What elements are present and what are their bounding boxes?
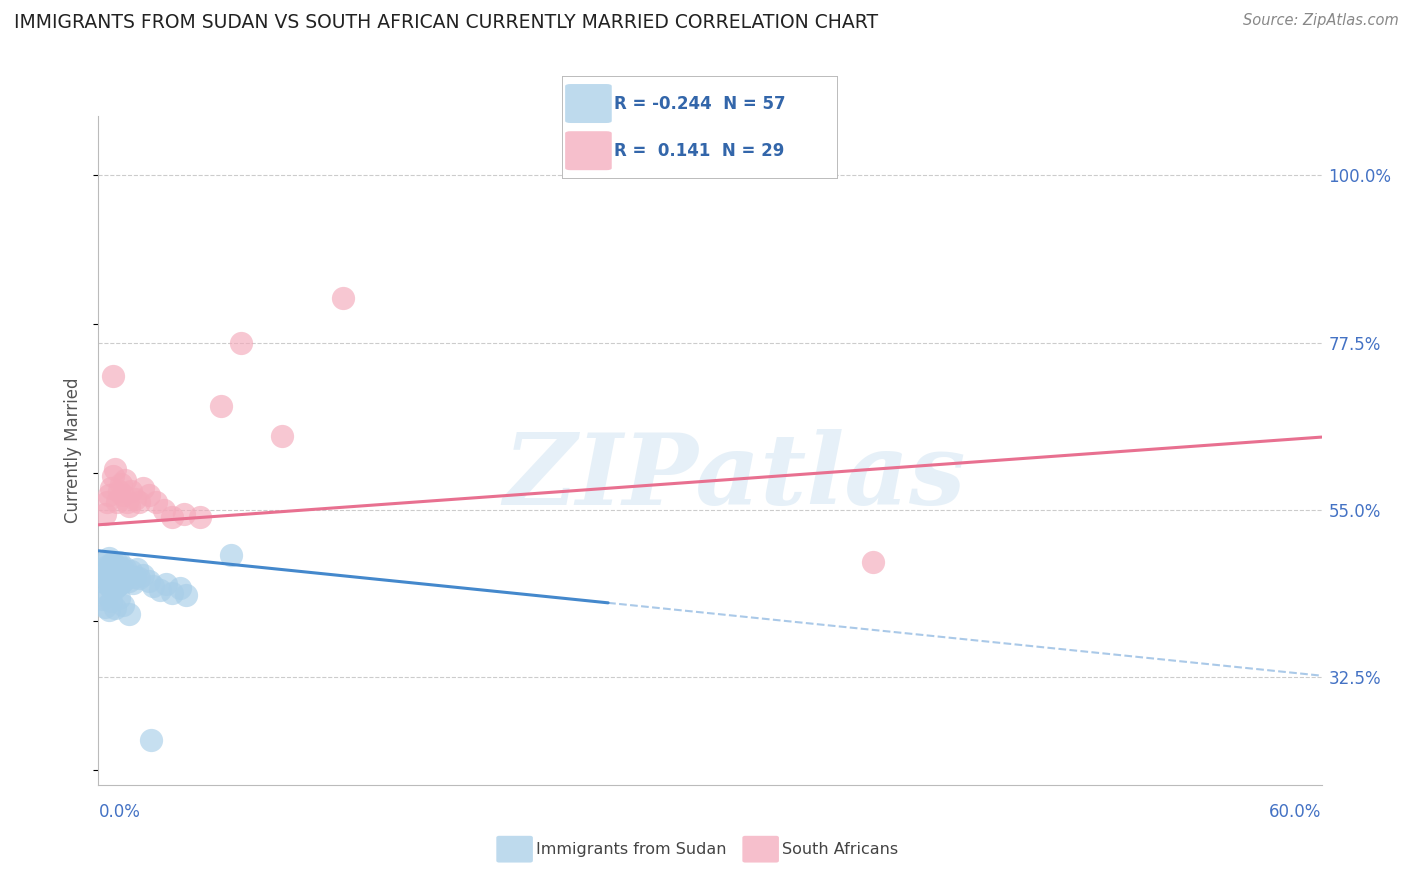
Point bbox=[138, 488, 160, 502]
Point bbox=[155, 577, 177, 591]
Point bbox=[124, 491, 146, 506]
Point bbox=[110, 477, 132, 491]
Point bbox=[91, 592, 114, 607]
Point bbox=[101, 369, 124, 384]
Point bbox=[100, 593, 122, 607]
Point bbox=[231, 335, 253, 350]
Point bbox=[152, 503, 174, 517]
Point bbox=[160, 586, 183, 600]
Point bbox=[132, 481, 155, 495]
Point bbox=[97, 574, 120, 588]
Point bbox=[93, 555, 115, 569]
Point bbox=[132, 568, 155, 582]
Point bbox=[108, 577, 131, 591]
Point bbox=[115, 568, 138, 582]
Point bbox=[97, 551, 120, 566]
Point bbox=[174, 589, 197, 603]
Point bbox=[97, 488, 120, 502]
FancyBboxPatch shape bbox=[565, 84, 612, 123]
Text: South Africans: South Africans bbox=[782, 842, 898, 856]
Text: Source: ZipAtlas.com: Source: ZipAtlas.com bbox=[1243, 13, 1399, 29]
Text: R = -0.244  N = 57: R = -0.244 N = 57 bbox=[614, 95, 786, 112]
Point bbox=[219, 548, 242, 562]
Point bbox=[91, 574, 114, 588]
Point bbox=[100, 581, 122, 595]
Point bbox=[111, 488, 134, 502]
Point bbox=[173, 507, 195, 521]
Point bbox=[145, 495, 167, 509]
Point bbox=[142, 579, 165, 593]
Point bbox=[100, 570, 122, 584]
Point bbox=[169, 581, 191, 595]
Point bbox=[149, 583, 172, 598]
Text: 0.0%: 0.0% bbox=[98, 803, 141, 821]
Point bbox=[96, 566, 118, 581]
Point bbox=[96, 589, 118, 603]
Point bbox=[118, 574, 141, 588]
Point bbox=[120, 484, 142, 499]
Point bbox=[108, 555, 131, 569]
Text: ZIPatlas: ZIPatlas bbox=[503, 429, 966, 525]
Point bbox=[105, 568, 128, 582]
Point bbox=[108, 484, 131, 499]
Point bbox=[108, 566, 131, 581]
FancyBboxPatch shape bbox=[565, 131, 612, 170]
Text: Immigrants from Sudan: Immigrants from Sudan bbox=[536, 842, 725, 856]
Point bbox=[111, 562, 134, 576]
Point bbox=[104, 558, 127, 573]
Text: R =  0.141  N = 29: R = 0.141 N = 29 bbox=[614, 142, 785, 160]
Point bbox=[114, 473, 136, 487]
Point bbox=[270, 428, 294, 442]
Point bbox=[110, 564, 132, 578]
Text: 60.0%: 60.0% bbox=[1270, 803, 1322, 821]
Point bbox=[160, 510, 183, 524]
Point bbox=[104, 570, 127, 584]
Point bbox=[93, 562, 115, 576]
Point bbox=[101, 577, 124, 591]
Point bbox=[332, 291, 354, 305]
Point bbox=[104, 581, 127, 595]
Point bbox=[96, 495, 118, 509]
Y-axis label: Currently Married: Currently Married bbox=[65, 377, 83, 524]
Point bbox=[111, 598, 134, 612]
Point bbox=[101, 555, 124, 569]
Point bbox=[111, 574, 134, 588]
Point bbox=[128, 571, 150, 585]
Point bbox=[93, 570, 115, 584]
Point bbox=[93, 507, 115, 521]
Point bbox=[862, 555, 884, 569]
Point bbox=[105, 557, 128, 571]
Point bbox=[118, 607, 141, 621]
Point bbox=[141, 733, 163, 747]
Point bbox=[128, 495, 150, 509]
Point bbox=[127, 562, 149, 576]
Point bbox=[96, 577, 118, 591]
Point bbox=[101, 469, 124, 483]
Point bbox=[209, 399, 232, 413]
Point bbox=[118, 500, 141, 514]
Point bbox=[122, 575, 145, 590]
Point bbox=[115, 495, 138, 509]
Point bbox=[114, 571, 136, 585]
Point bbox=[114, 561, 136, 575]
Point bbox=[188, 510, 212, 524]
Point bbox=[108, 591, 131, 605]
Text: IMMIGRANTS FROM SUDAN VS SOUTH AFRICAN CURRENTLY MARRIED CORRELATION CHART: IMMIGRANTS FROM SUDAN VS SOUTH AFRICAN C… bbox=[14, 13, 879, 32]
Point bbox=[110, 575, 132, 590]
Point bbox=[100, 481, 122, 495]
Point bbox=[101, 566, 124, 581]
Point bbox=[105, 579, 128, 593]
Point bbox=[104, 601, 127, 615]
Point bbox=[97, 603, 120, 617]
Point bbox=[124, 570, 146, 584]
Point bbox=[120, 564, 142, 578]
Point bbox=[105, 495, 128, 509]
Point bbox=[100, 558, 122, 573]
Point bbox=[93, 599, 115, 614]
Point bbox=[138, 574, 160, 588]
Point bbox=[97, 562, 120, 576]
Point bbox=[96, 558, 118, 573]
Point bbox=[104, 462, 127, 476]
